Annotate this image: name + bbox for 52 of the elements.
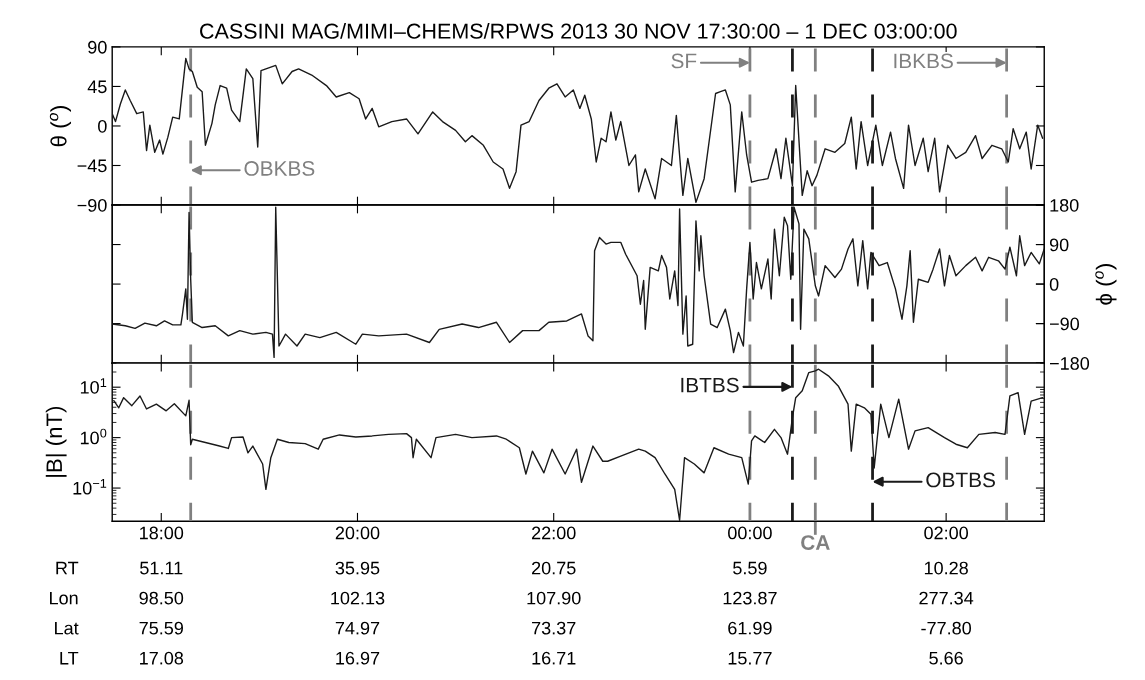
x-tick-label: 02:00 xyxy=(924,526,969,540)
text: 98.50 xyxy=(139,591,184,605)
ref-line-label: SF xyxy=(671,53,697,69)
text: LT xyxy=(60,651,79,665)
text: 15.77 xyxy=(728,651,772,665)
text: 17.08 xyxy=(140,651,184,665)
x-tick-label: 20:00 xyxy=(335,526,380,540)
text: 35.95 xyxy=(335,561,380,575)
text: Lat xyxy=(55,621,79,635)
y2-axis-title: ϕ ($^{o}$) xyxy=(1095,264,1117,305)
text: 16.97 xyxy=(336,651,380,665)
ref-line-label: OBTBS xyxy=(926,472,995,488)
y-tick-label: 10$^{1}$ xyxy=(80,378,107,394)
ref-line-label: CA xyxy=(801,535,830,550)
text: 10.28 xyxy=(924,561,968,575)
y-tick-label: −45 xyxy=(77,159,107,173)
x-tick-label: 18:00 xyxy=(140,526,184,540)
x-tick-label: 22:00 xyxy=(532,526,576,540)
y-tick-label: 90 xyxy=(88,40,107,54)
text: Lon xyxy=(50,591,78,605)
text: 61.99 xyxy=(728,621,772,635)
ref-line-label: OBKBS xyxy=(244,161,315,176)
text: 74.97 xyxy=(335,621,380,635)
text: 5.59 xyxy=(733,561,767,575)
y2-tick-label: 0 xyxy=(1049,278,1059,291)
text: -77.80 xyxy=(921,621,972,635)
text: 73.37 xyxy=(532,621,576,635)
text: 102.13 xyxy=(331,591,385,605)
y-tick-label: 10$^{−1}$ xyxy=(73,479,107,495)
text: 16.71 xyxy=(532,651,576,665)
text: RT xyxy=(56,561,79,575)
text: 5.66 xyxy=(929,651,963,665)
y2-tick-label: 90 xyxy=(1049,238,1069,252)
text: 107.90 xyxy=(527,591,581,605)
text: 51.11 xyxy=(140,561,183,575)
y-tick-label: 0 xyxy=(98,119,107,133)
y-tick-label: 45 xyxy=(87,80,107,94)
text: 20.75 xyxy=(532,561,576,575)
y-axis-title: θ ($^{o}$) xyxy=(49,106,72,147)
y2-tick-label: 180 xyxy=(1050,198,1079,212)
text: 75.59 xyxy=(139,621,183,635)
ref-line-label: IBTBS xyxy=(681,377,739,393)
chart-title: CASSINI MAG/MIMI–CHEMS/RPWS 2013 30 NOV 17:30:00 – 1 DEC 03:00:00 xyxy=(200,22,957,39)
y-tick-label: −90 xyxy=(77,198,107,212)
text: 277.34 xyxy=(919,591,974,605)
text: 123.87 xyxy=(723,591,777,605)
y2-tick-label: −90 xyxy=(1049,317,1080,331)
y2-tick-label: −180 xyxy=(1049,357,1090,370)
y-axis-title: |B| (nT) xyxy=(45,406,67,477)
y-tick-label: 10$^{0}$ xyxy=(80,428,107,445)
x-tick-label: 00:00 xyxy=(728,526,772,540)
ref-line-label: IBKBS xyxy=(894,53,953,69)
